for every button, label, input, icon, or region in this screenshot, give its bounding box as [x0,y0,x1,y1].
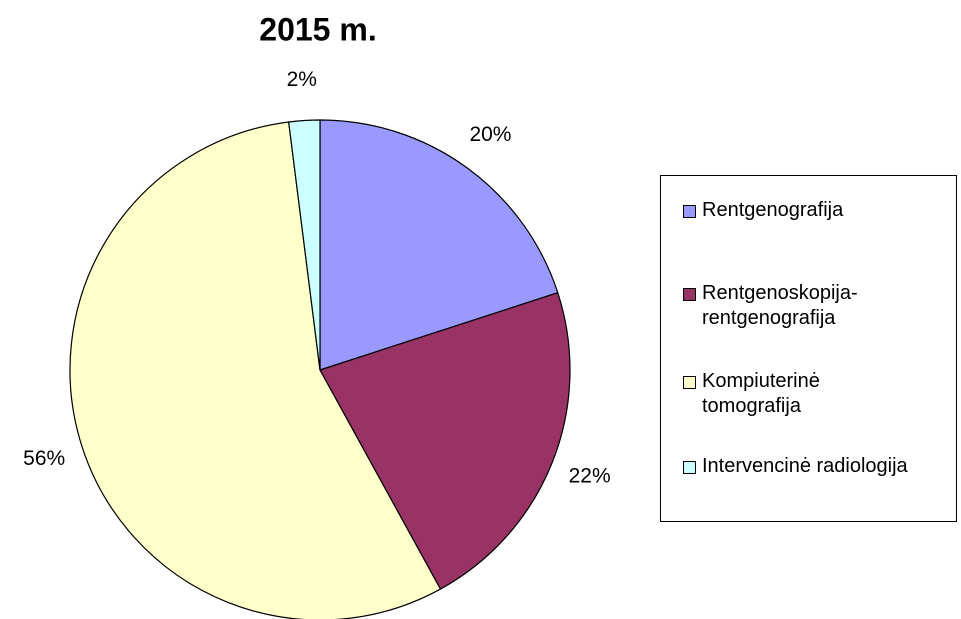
legend-label: Rentgenografija [702,199,844,221]
legend-swatch [683,461,696,474]
legend-label: Rentgenoskopija- rentgenografija [702,282,858,329]
legend-item: Intervencinė radiologija [683,454,908,479]
legend-swatch [683,205,696,218]
legend-label: Intervencinė radiologija [702,455,908,477]
legend-label: Kompiuterinė tomografija [702,370,820,417]
data-label: 22% [569,464,611,487]
pie-slice [287,119,321,371]
chart-title: 2015 m. [259,11,376,47]
pie-slice [319,291,571,590]
legend-item: Rentgenografija [683,198,843,223]
data-label: 56% [23,447,65,470]
legend-item: Kompiuterinė tomografija [683,369,820,419]
data-label: 20% [469,123,511,146]
pie-slice [319,119,559,371]
legend-swatch [683,288,696,301]
legend: Rentgenografija Rentgenoskopija- rentgeno… [660,175,957,522]
legend-item: Rentgenoskopija- rentgenografija [683,281,858,331]
data-label: 2% [287,68,317,91]
pie-slice [69,121,442,619]
legend-swatch [683,376,696,389]
